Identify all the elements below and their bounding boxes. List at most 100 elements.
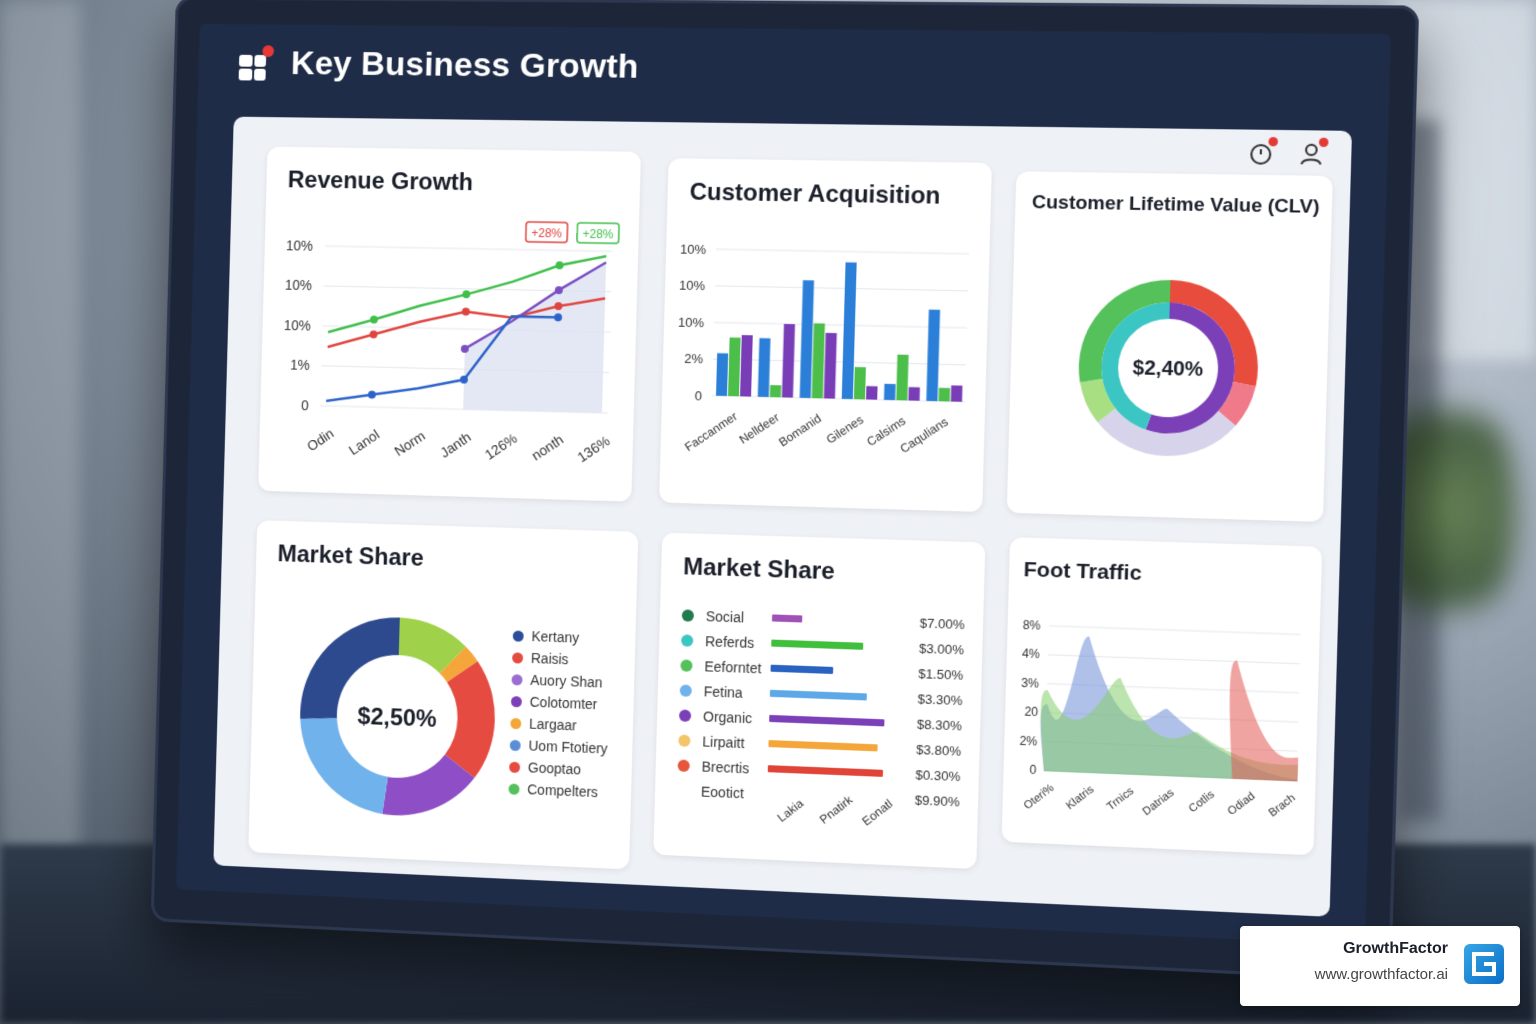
row-dot <box>681 634 694 647</box>
brand-url[interactable]: www.growthfactor.ai <box>1314 966 1448 983</box>
row-dot <box>681 609 695 622</box>
x-tick-label: Cotlis <box>1187 788 1218 815</box>
donut-slice <box>300 614 400 723</box>
row-label: Brecrtis <box>701 758 750 777</box>
gridline <box>325 246 613 251</box>
row-value: $0.30% <box>915 767 961 785</box>
row-bar <box>771 614 803 623</box>
legend-dot <box>509 761 521 773</box>
growth-badge-label: +28% <box>531 226 562 241</box>
app-logo-icon <box>237 44 275 82</box>
bar <box>926 309 941 402</box>
x-tick-label: Janth <box>437 428 474 460</box>
data-point <box>461 307 470 316</box>
gridline <box>716 249 969 254</box>
data-point <box>367 390 376 399</box>
legend-label: Raisis <box>530 650 569 668</box>
row-bar <box>767 765 884 777</box>
row-bar <box>768 740 878 752</box>
donut-slice <box>444 660 497 779</box>
x-tick-label: Trnics <box>1105 785 1137 814</box>
legend-dot <box>512 651 524 664</box>
row-value: $3.30% <box>917 691 963 709</box>
y-tick-label: 2% <box>684 351 703 367</box>
area-fill <box>463 259 607 413</box>
bar <box>841 262 857 400</box>
legend-dot <box>510 695 523 707</box>
row-value: $9.90% <box>914 792 960 810</box>
bar <box>715 353 729 397</box>
legend-label: Gooptao <box>527 759 582 778</box>
data-point <box>459 375 468 384</box>
x-tick-label: Nelldeer <box>736 410 781 447</box>
legend-dot <box>508 782 520 795</box>
row-bar <box>769 689 867 701</box>
customer-acquisition-card: Customer Acquisition 10% 10% 10% 2% 0 Faccanm… <box>659 158 992 512</box>
row-value: $3.80% <box>915 741 962 759</box>
x-tick-label: Odiad <box>1225 790 1257 818</box>
dashboard-content: Revenue Growth 10% 10% 10% 1% 0 Odin Lanol Norm… <box>213 116 1353 917</box>
x-tick-label: Datrias <box>1140 786 1177 818</box>
top-icons <box>1248 137 1329 168</box>
data-point <box>554 313 563 322</box>
legend-dot <box>509 739 521 751</box>
x-tick-label: nonth <box>529 431 567 464</box>
bar <box>938 387 951 402</box>
y-tick-label: 0 <box>301 397 309 413</box>
y-tick-label: 4% <box>1022 647 1041 662</box>
legend-dot <box>512 629 524 642</box>
row-value: $1.50% <box>918 665 964 683</box>
bar <box>866 386 878 400</box>
row-label: Social <box>705 608 745 626</box>
y-tick-label: 1% <box>290 357 310 373</box>
y-tick-label: 10% <box>679 278 705 294</box>
x-tick-label: Odin <box>304 425 336 454</box>
market-share-row: Social $7.00% <box>681 605 965 635</box>
revenue-growth-card: Revenue Growth 10% 10% 10% 1% 0 Odin Lanol Norm… <box>258 146 641 502</box>
data-point <box>555 261 564 270</box>
bar <box>908 387 920 401</box>
bar <box>728 337 741 397</box>
data-point <box>460 344 469 353</box>
row-label: Organic <box>702 708 753 727</box>
row-bar <box>770 664 834 674</box>
legend-item: Auory Shan <box>511 671 603 691</box>
row-label: Referds <box>704 633 755 651</box>
row-label: Lirpaitt <box>702 733 745 752</box>
timer-icon[interactable] <box>1248 137 1279 167</box>
legend-label: Kertany <box>531 628 580 646</box>
market-share-rows: Social $7.00% Referds $3.00% Eeforntet $1.50%… <box>662 533 985 809</box>
legend-label: Largaar <box>528 715 577 734</box>
legend-dot <box>510 717 522 729</box>
monitor: Key Business Growth Revenue Growth 10% 10… <box>150 0 1420 982</box>
row-dot <box>678 709 692 722</box>
row-value: $7.00% <box>919 615 965 633</box>
x-tick-label: Brach <box>1266 792 1298 820</box>
clv-donut-chart: $2,40% <box>1078 278 1261 458</box>
data-point <box>462 290 471 299</box>
x-tick-label: 136% <box>574 432 612 465</box>
row-value: $3.00% <box>918 640 965 658</box>
brand-box[interactable]: GrowthFactor www.growthfactor.ai <box>1240 926 1520 1006</box>
legend-item: Colotomter <box>510 693 598 712</box>
legend-item: Largaar <box>510 715 577 734</box>
user-icon[interactable] <box>1298 137 1329 167</box>
bar <box>781 323 796 398</box>
row-dot <box>678 734 691 747</box>
row-dot <box>677 759 690 772</box>
data-point <box>554 286 563 295</box>
bar <box>823 332 837 399</box>
gridline <box>1049 626 1301 635</box>
bar <box>950 385 963 402</box>
growth-badge <box>577 223 619 244</box>
legend-item: Gooptao <box>509 759 582 778</box>
foot-traffic-card: Foot Traffic 8% 4% 3% 20 2% 0 Oteri% Klatris Trn… <box>1001 537 1323 856</box>
legend-label: Compelters <box>527 781 599 801</box>
revenue-line-chart: 10% 10% 10% 1% 0 Odin Lanol Norm Janth 126% nonth 1… <box>284 147 641 465</box>
bar <box>853 367 866 400</box>
x-tick-label: Faccanmer <box>682 409 740 454</box>
growthfactor-logo-icon <box>1464 944 1504 984</box>
market-share-legend: Kertany Raisis Auory Shan Colotomter Largaar… <box>257 520 638 800</box>
legend-item: Uom Ftotiery <box>509 737 608 757</box>
growth-badge-label: +28% <box>582 227 614 242</box>
